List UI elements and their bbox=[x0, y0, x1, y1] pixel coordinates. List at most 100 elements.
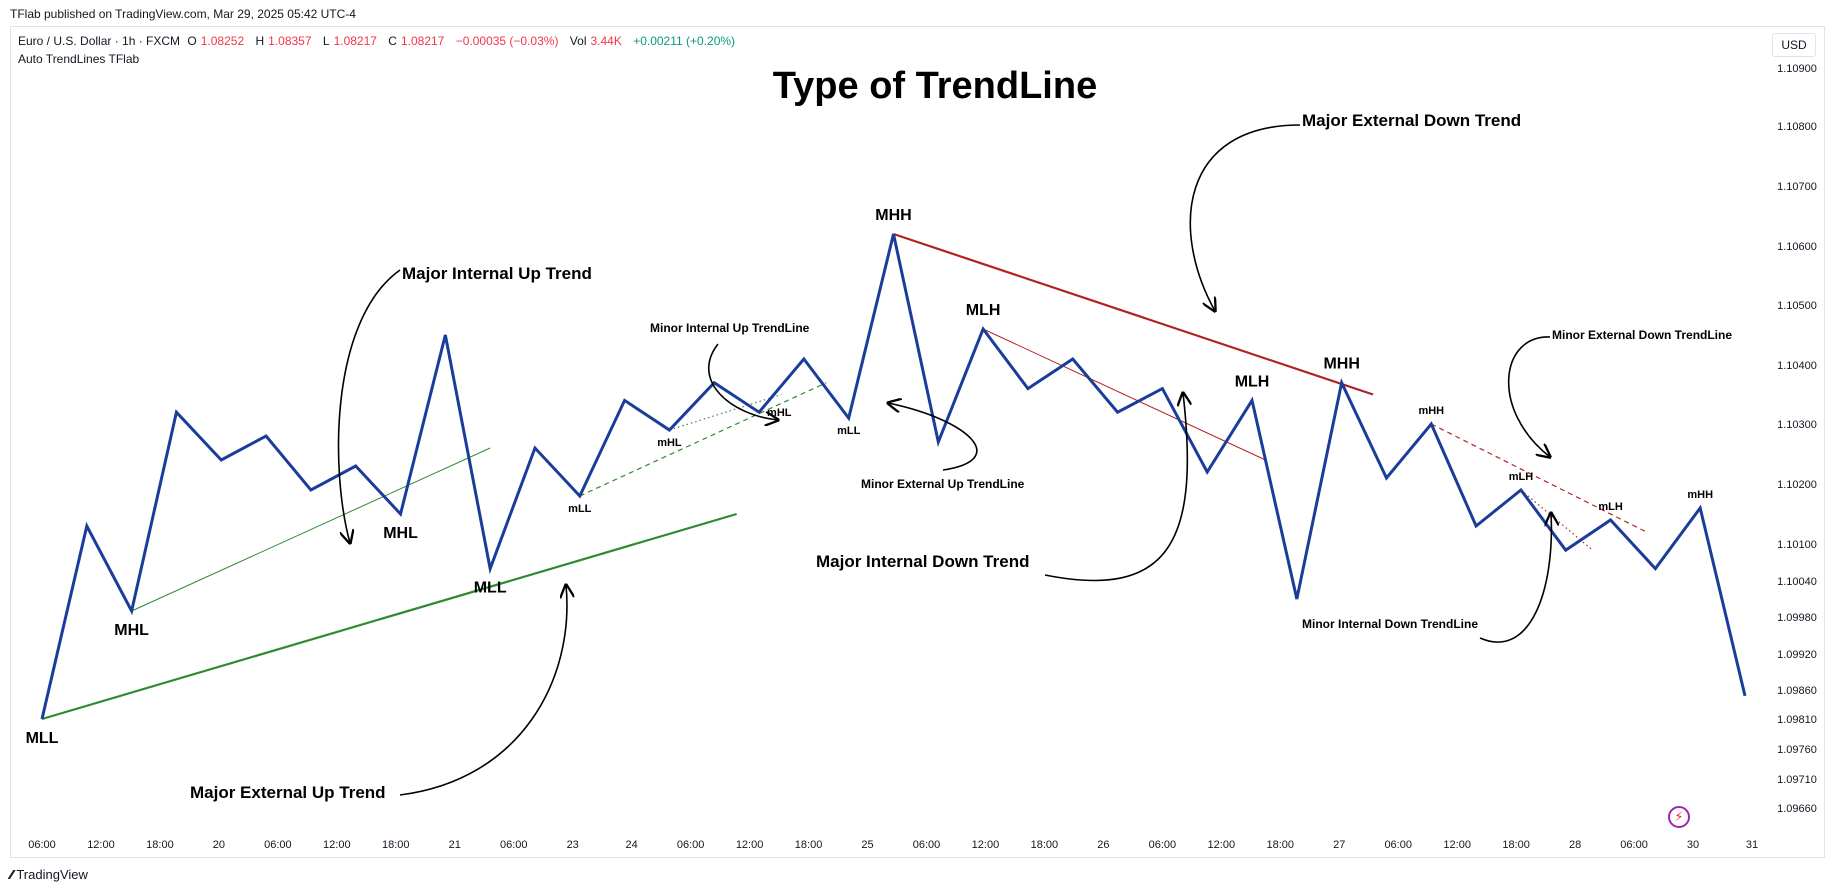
annotation-arrow bbox=[1189, 124, 1301, 311]
y-tick-label: 1.09760 bbox=[1777, 744, 1817, 756]
open-value: 1.08252 bbox=[200, 34, 245, 48]
annotation-arrow bbox=[707, 343, 778, 420]
tradingview-logo-icon: ⁄⁄ bbox=[10, 867, 14, 882]
annotation-label: Major Internal Up Trend bbox=[402, 264, 592, 283]
trendline bbox=[1520, 489, 1594, 551]
y-tick-label: 1.09660 bbox=[1777, 803, 1817, 815]
y-tick-label: 1.10200 bbox=[1777, 479, 1817, 491]
x-tick-label: 31 bbox=[1746, 839, 1758, 851]
indicator-name[interactable]: Auto TrendLines TFlab bbox=[18, 52, 140, 66]
x-tick-label: 12:00 bbox=[736, 839, 764, 851]
point-label: mLL bbox=[568, 503, 592, 515]
price-line bbox=[40, 233, 1747, 720]
point-labels: MLL MHL MHL MLL mLL mHL mHL mLL MHH MLH MLH MHH mHH m… bbox=[26, 207, 1714, 747]
y-tick-label: 1.10040 bbox=[1777, 576, 1817, 588]
x-tick-label: 20 bbox=[213, 839, 225, 851]
y-tick-label: 1.09920 bbox=[1777, 649, 1817, 661]
x-tick-label: 06:00 bbox=[677, 839, 705, 851]
annotation-arrow bbox=[1507, 336, 1550, 457]
symbol-legend: Euro / U.S. Dollar · 1h · FXCM O 1.08252 … bbox=[18, 34, 739, 48]
point-label: mHL bbox=[657, 437, 682, 449]
y-tick-label: 1.10600 bbox=[1777, 241, 1817, 253]
x-tick-label: 06:00 bbox=[1149, 839, 1177, 851]
annotation-arrow bbox=[888, 403, 978, 471]
trendline bbox=[669, 393, 782, 431]
point-label: MLL bbox=[26, 730, 59, 747]
point-label: mHL bbox=[767, 407, 792, 419]
low-label: L bbox=[322, 34, 330, 48]
annotation-label: Minor External Up TrendLine bbox=[861, 477, 1025, 491]
annotation-arrow bbox=[1044, 393, 1187, 582]
y-tick-label: 1.10700 bbox=[1777, 181, 1817, 193]
x-tick-label: 06:00 bbox=[913, 839, 941, 851]
y-tick-label: 1.09860 bbox=[1777, 685, 1817, 697]
chart-title: Type of TrendLine bbox=[773, 65, 1097, 107]
trendline bbox=[1431, 423, 1647, 533]
x-tick-label: 12:00 bbox=[1443, 839, 1471, 851]
trendline bbox=[131, 447, 491, 612]
point-label: MHH bbox=[1323, 356, 1359, 373]
point-label: mLL bbox=[837, 425, 861, 437]
x-tick-label: 18:00 bbox=[795, 839, 823, 851]
y-tick-label: 1.09710 bbox=[1777, 774, 1817, 786]
y-axis[interactable]: 1.10900 1.10800 1.10700 1.10600 1.10500 1.104… bbox=[1777, 63, 1817, 815]
price-series bbox=[40, 233, 1747, 720]
point-label: mHH bbox=[1418, 405, 1444, 417]
point-label: MLH bbox=[966, 302, 1001, 319]
annotation-label: Major External Down Trend bbox=[1302, 111, 1521, 130]
annotations: Major Internal Up Trend Major External Up… bbox=[190, 111, 1732, 802]
x-tick-label: 27 bbox=[1333, 839, 1345, 851]
point-label: MHL bbox=[383, 525, 418, 542]
brand-logo[interactable]: ⁄⁄ TradingView bbox=[10, 867, 88, 882]
x-tick-label: 25 bbox=[861, 839, 873, 851]
y-tick-label: 1.10100 bbox=[1777, 539, 1817, 551]
change-value: −0.00035 (−0.03%) bbox=[455, 34, 559, 48]
point-label: mLH bbox=[1509, 471, 1534, 483]
annotation-label: Major External Up Trend bbox=[190, 783, 386, 802]
trendlines bbox=[41, 232, 1647, 721]
x-tick-label: 06:00 bbox=[500, 839, 528, 851]
x-axis[interactable]: 06:00 12:00 18:00 20 06:00 12:00 18:00 21 06:00 2… bbox=[28, 839, 1758, 851]
y-tick-label: 1.10500 bbox=[1777, 300, 1817, 312]
trendline bbox=[982, 328, 1266, 461]
x-tick-label: 24 bbox=[626, 839, 638, 851]
x-tick-label: 12:00 bbox=[87, 839, 115, 851]
trendline bbox=[579, 382, 827, 497]
brand-name: TradingView bbox=[16, 867, 88, 882]
x-tick-label: 30 bbox=[1687, 839, 1699, 851]
chart-frame[interactable] bbox=[10, 26, 1825, 858]
point-label: MLL bbox=[474, 580, 507, 597]
y-tick-label: 1.10900 bbox=[1777, 63, 1817, 75]
point-label: MHL bbox=[114, 622, 149, 639]
x-tick-label: 26 bbox=[1097, 839, 1109, 851]
x-tick-label: 18:00 bbox=[1502, 839, 1530, 851]
point-label: mHH bbox=[1687, 489, 1713, 501]
lightning-icon[interactable]: ⚡ bbox=[1668, 806, 1690, 828]
trendline bbox=[41, 512, 737, 721]
annotation-label: Minor Internal Down TrendLine bbox=[1302, 617, 1478, 631]
low-value: 1.08217 bbox=[333, 34, 377, 48]
currency-button[interactable]: USD bbox=[1772, 33, 1816, 57]
open-label: O bbox=[187, 34, 197, 48]
close-label: C bbox=[388, 34, 397, 48]
annotation-label: Major Internal Down Trend bbox=[816, 552, 1029, 571]
vol-value: 3.44K bbox=[590, 34, 622, 48]
x-tick-label: 21 bbox=[449, 839, 461, 851]
y-tick-label: 1.10800 bbox=[1777, 121, 1817, 133]
symbol-name[interactable]: Euro / U.S. Dollar · 1h · FXCM bbox=[18, 34, 181, 48]
high-value: 1.08357 bbox=[268, 34, 312, 48]
x-tick-label: 23 bbox=[567, 839, 579, 851]
x-tick-label: 18:00 bbox=[146, 839, 174, 851]
vol-label: Vol bbox=[569, 34, 587, 48]
performance-value: +0.00211 (+0.20%) bbox=[633, 34, 736, 48]
y-tick-label: 1.09810 bbox=[1777, 714, 1817, 726]
close-value: 1.08217 bbox=[400, 34, 445, 48]
publisher-text: TFlab published on TradingView.com, Mar … bbox=[10, 7, 356, 21]
x-tick-label: 18:00 bbox=[1267, 839, 1295, 851]
annotation-arrow bbox=[337, 269, 401, 543]
point-label: mLH bbox=[1598, 501, 1623, 513]
x-tick-label: 12:00 bbox=[972, 839, 1000, 851]
trendline bbox=[893, 232, 1374, 396]
x-tick-label: 18:00 bbox=[382, 839, 410, 851]
